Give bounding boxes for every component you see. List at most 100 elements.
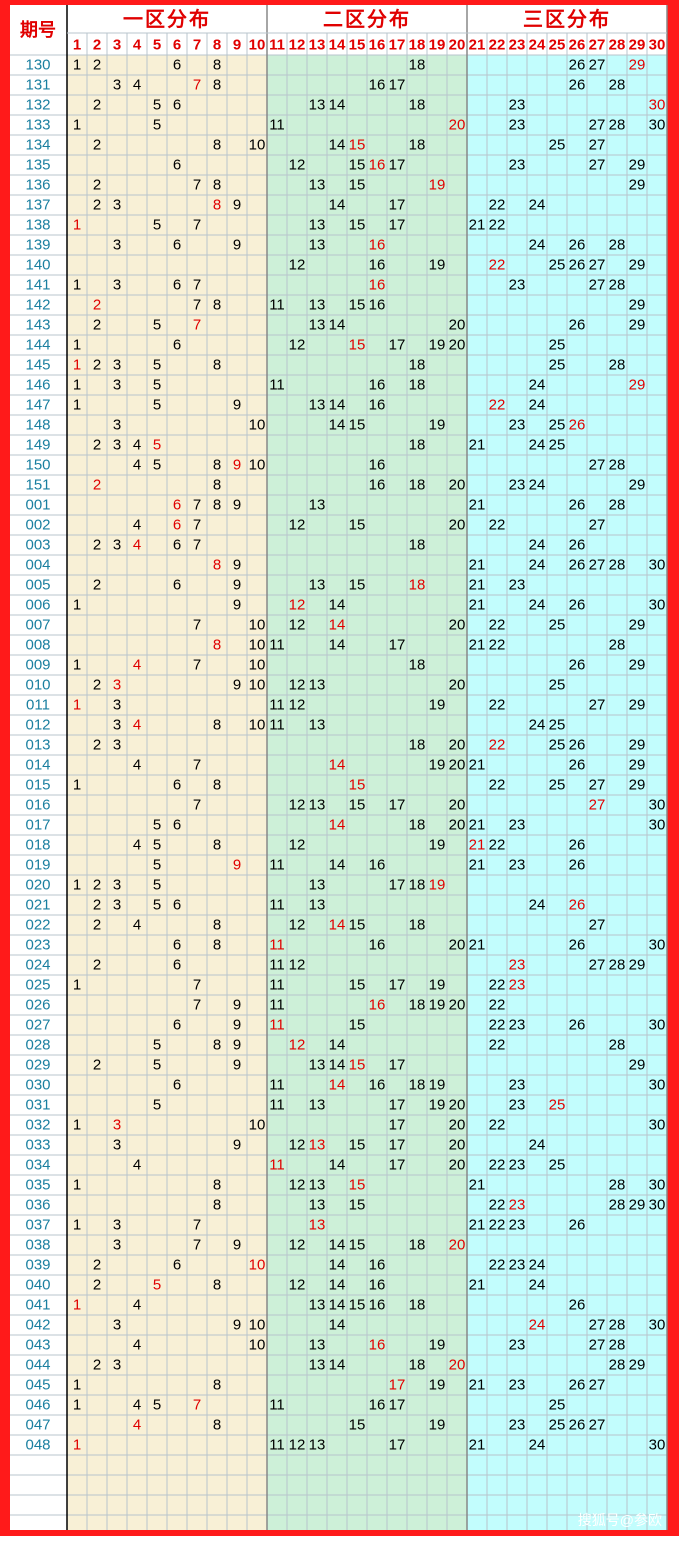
drawn-number: 27 (589, 1417, 606, 1434)
drawn-number: 12 (289, 1037, 306, 1054)
period: 004 (25, 557, 50, 574)
drawn-number: 16 (369, 457, 386, 474)
drawn-number: 20 (449, 477, 466, 494)
drawn-number: 13 (309, 1177, 326, 1194)
drawn-number: 19 (429, 417, 446, 434)
drawn-number: 11 (269, 297, 285, 314)
drawn-number: 15 (349, 797, 366, 814)
drawn-number: 17 (389, 797, 406, 814)
period: 140 (25, 257, 50, 274)
drawn-number: 23 (509, 1257, 526, 1274)
drawn-number: 28 (609, 117, 626, 134)
drawn-number: 6 (173, 777, 181, 794)
period: 009 (25, 657, 50, 674)
column-number: 30 (649, 37, 666, 54)
drawn-number: 5 (153, 397, 161, 414)
column-number: 23 (509, 37, 526, 54)
drawn-number: 6 (173, 577, 181, 594)
period: 151 (25, 477, 50, 494)
drawn-number: 21 (469, 1377, 486, 1394)
drawn-number: 26 (569, 657, 586, 674)
drawn-number: 9 (233, 857, 241, 874)
drawn-number: 20 (449, 1137, 466, 1154)
drawn-number: 13 (309, 297, 326, 314)
drawn-number: 17 (389, 1157, 406, 1174)
drawn-number: 4 (133, 917, 141, 934)
drawn-number: 2 (93, 477, 101, 494)
drawn-number: 13 (309, 317, 326, 334)
drawn-number: 16 (369, 997, 386, 1014)
drawn-number: 25 (549, 337, 566, 354)
drawn-number: 12 (289, 1237, 306, 1254)
drawn-number: 18 (409, 657, 426, 674)
drawn-number: 16 (369, 277, 386, 294)
drawn-number: 5 (153, 897, 161, 914)
drawn-number: 6 (173, 1077, 181, 1094)
period: 136 (25, 177, 50, 194)
drawn-number: 29 (629, 477, 646, 494)
drawn-number: 3 (113, 1217, 121, 1234)
drawn-number: 8 (213, 1197, 221, 1214)
zone-title: 一区分布 (123, 7, 211, 31)
drawn-number: 6 (173, 97, 181, 114)
period: 134 (25, 137, 50, 154)
drawn-number: 5 (153, 1037, 161, 1054)
drawn-number: 10 (249, 657, 266, 674)
drawn-number: 20 (449, 1157, 466, 1174)
drawn-number: 1 (73, 57, 81, 74)
drawn-number: 7 (193, 797, 201, 814)
drawn-number: 27 (589, 957, 606, 974)
drawn-number: 11 (269, 1157, 285, 1174)
drawn-number: 8 (213, 717, 221, 734)
drawn-number: 8 (213, 497, 221, 514)
drawn-number: 1 (73, 1217, 81, 1234)
drawn-number: 6 (173, 537, 181, 554)
drawn-number: 14 (329, 97, 346, 114)
drawn-number: 7 (193, 997, 201, 1014)
drawn-number: 15 (349, 417, 366, 434)
drawn-number: 23 (509, 277, 526, 294)
drawn-number: 11 (269, 377, 285, 394)
drawn-number: 21 (469, 637, 486, 654)
drawn-number: 13 (309, 177, 326, 194)
drawn-number: 9 (233, 1057, 241, 1074)
drawn-number: 6 (173, 957, 181, 974)
drawn-number: 20 (449, 117, 466, 134)
period: 047 (25, 1417, 50, 1434)
drawn-number: 23 (509, 1377, 526, 1394)
drawn-number: 18 (409, 357, 426, 374)
watermark: 搜狐号@参欧 (578, 1512, 662, 1528)
drawn-number: 1 (73, 1377, 81, 1394)
drawn-number: 1 (73, 397, 81, 414)
drawn-number: 26 (569, 1217, 586, 1234)
drawn-number: 10 (249, 137, 266, 154)
drawn-number: 17 (389, 1057, 406, 1074)
drawn-number: 6 (173, 1257, 181, 1274)
drawn-number: 26 (569, 837, 586, 854)
drawn-number: 19 (429, 977, 446, 994)
drawn-number: 17 (389, 1377, 406, 1394)
column-number: 20 (449, 37, 466, 54)
drawn-number: 28 (609, 1317, 626, 1334)
drawn-number: 15 (349, 337, 366, 354)
drawn-number: 26 (569, 597, 586, 614)
drawn-number: 9 (233, 1137, 241, 1154)
drawn-number: 23 (509, 1217, 526, 1234)
drawn-number: 1 (73, 117, 81, 134)
column-number: 17 (389, 37, 406, 54)
drawn-number: 27 (589, 917, 606, 934)
drawn-number: 14 (329, 1157, 346, 1174)
drawn-number: 17 (389, 77, 406, 94)
drawn-number: 12 (289, 157, 306, 174)
drawn-number: 26 (569, 257, 586, 274)
drawn-number: 3 (113, 677, 121, 694)
drawn-number: 21 (469, 557, 486, 574)
drawn-number: 4 (133, 837, 141, 854)
drawn-number: 20 (449, 997, 466, 1014)
period: 040 (25, 1277, 50, 1294)
drawn-number: 23 (509, 1077, 526, 1094)
drawn-number: 17 (389, 1117, 406, 1134)
drawn-number: 29 (629, 257, 646, 274)
grid (10, 5, 668, 1530)
drawn-number: 4 (133, 757, 141, 774)
